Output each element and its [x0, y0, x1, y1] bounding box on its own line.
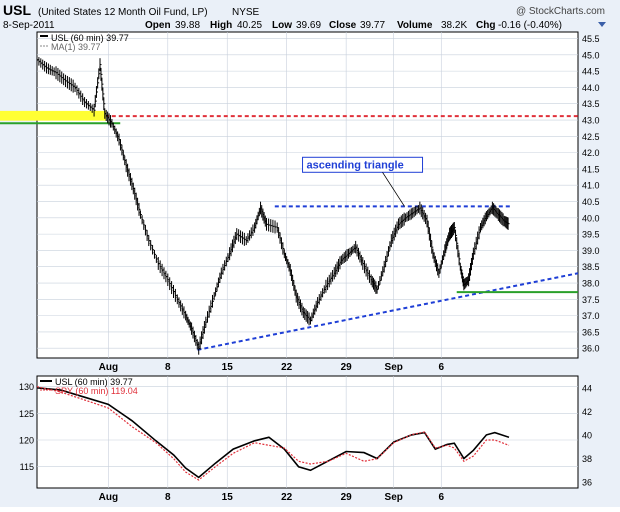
price-y-tick-label: 40.5 [582, 197, 600, 207]
usl-series-line [36, 387, 510, 479]
price-y-tick-label: 42.0 [582, 148, 600, 158]
price-y-tick-label: 40.0 [582, 213, 600, 223]
pattern-annotation: ascending triangle [307, 159, 404, 171]
open-label: Open [145, 20, 171, 31]
price-y-tick-label: 39.5 [582, 230, 600, 240]
chg-label: Chg [476, 20, 495, 31]
highlight-band [0, 110, 106, 121]
watermark: @ StockCharts.com [516, 6, 605, 17]
right-axis-tick-label: 44 [582, 383, 592, 393]
left-axis-tick-label: 130 [19, 382, 34, 392]
left-axis-tick-label: 115 [20, 462, 34, 472]
legend-ma: MA(1) 39.77 [51, 42, 101, 52]
spy-series-line [36, 386, 510, 481]
price-x-tick-label: 8 [165, 362, 171, 373]
comparison-x-axis: Aug 8 15 22 29 Sep 6 [99, 492, 445, 503]
comparison-x-tick-label: Aug [99, 492, 118, 503]
low-label: Low [272, 20, 292, 31]
high-value: 40.25 [237, 20, 262, 31]
left-axis-tick-label: 125 [19, 409, 34, 419]
ticker-symbol: USL [3, 2, 31, 18]
comparison-series [36, 386, 510, 481]
price-y-tick-label: 44.5 [582, 67, 600, 77]
price-x-tick-label: Aug [99, 362, 118, 373]
annotation-box [302, 156, 424, 173]
legend-price: USL (60 min) 39.77 [51, 33, 129, 43]
price-y-tick-label: 42.5 [582, 132, 600, 142]
close-value: 39.77 [360, 20, 385, 31]
price-y-tick-label: 36.0 [582, 344, 600, 354]
left-axis-tick-label: 120 [19, 436, 34, 446]
annotation-pointer [382, 172, 405, 207]
legend-swatch-price [40, 35, 48, 37]
comparison-x-tick-label: 6 [438, 492, 444, 503]
price-x-tick-label: 22 [281, 362, 293, 373]
price-y-tick-label: 45.5 [582, 34, 600, 44]
comparison-x-tick-label: 15 [222, 492, 234, 503]
chg-value: -0.16 (-0.40%) [498, 20, 562, 31]
comparison-x-tick-label: Sep [385, 492, 403, 503]
price-y-tick-label: 41.0 [582, 181, 600, 191]
price-y-tick-label: 39.0 [582, 246, 600, 256]
right-axis-tick-label: 42 [582, 407, 592, 417]
right-axis-tick-label: 40 [582, 430, 592, 440]
comparison-x-tick-label: 8 [165, 492, 171, 503]
price-y-tick-label: 41.5 [582, 164, 600, 174]
price-y-tick-label: 45.0 [582, 50, 600, 60]
price-x-tick-label: 15 [222, 362, 234, 373]
price-y-tick-label: 36.5 [582, 327, 600, 337]
chart-date: 8-Sep-2011 [3, 20, 55, 31]
volume-label: Volume [397, 20, 433, 31]
chevron-down-icon[interactable] [598, 22, 606, 27]
high-label: High [210, 20, 232, 31]
price-panel [36, 31, 579, 359]
price-y-tick-label: 44.0 [582, 83, 600, 93]
volume-value: 38.2K [441, 20, 467, 31]
price-x-axis: Aug 8 15 22 29 Sep 6 [99, 362, 445, 373]
price-y-tick-label: 38.5 [582, 262, 600, 272]
close-label: Close [329, 20, 357, 31]
exchange-label: NYSE [232, 7, 260, 18]
trendline-line [197, 272, 579, 351]
price-series [36, 55, 510, 355]
price-y-axis: 36.0 36.5 37.0 37.5 38.0 38.5 39.0 39.5 40.0 40.5… [582, 34, 600, 354]
comparison-legend: USL (60 min) 39.77 SPY (60 min) 119.04 [40, 377, 138, 396]
security-name: (United States 12 Month Oil Fund, LP) [38, 7, 208, 18]
price-y-tick-label: 37.0 [582, 311, 600, 321]
comparison-y-axes: 115 120 125 130 36 38 40 42 44 [19, 382, 592, 487]
right-axis-tick-label: 36 [582, 478, 592, 488]
price-y-tick-label: 37.5 [582, 295, 600, 305]
price-y-tick-label: 43.0 [582, 116, 600, 126]
legend-usl: USL (60 min) 39.77 [55, 377, 133, 387]
low-value: 39.69 [296, 20, 321, 31]
price-y-tick-label: 43.5 [582, 99, 600, 109]
price-legend: USL (60 min) 39.77 MA(1) 39.77 [40, 33, 129, 52]
right-axis-tick-label: 38 [582, 454, 592, 464]
legend-swatch-usl [40, 380, 52, 382]
legend-spy: SPY (60 min) 119.04 [55, 386, 138, 396]
open-value: 39.88 [175, 20, 200, 31]
price-annotations: ascending triangle [0, 110, 579, 351]
comparison-grid [37, 376, 578, 488]
price-x-tick-label: 6 [438, 362, 444, 373]
price-x-tick-label: 29 [341, 362, 353, 373]
price-y-tick-label: 38.0 [582, 279, 600, 289]
comparison-x-tick-label: 29 [341, 492, 353, 503]
price-x-tick-label: Sep [385, 362, 403, 373]
comparison-x-tick-label: 22 [281, 492, 293, 503]
